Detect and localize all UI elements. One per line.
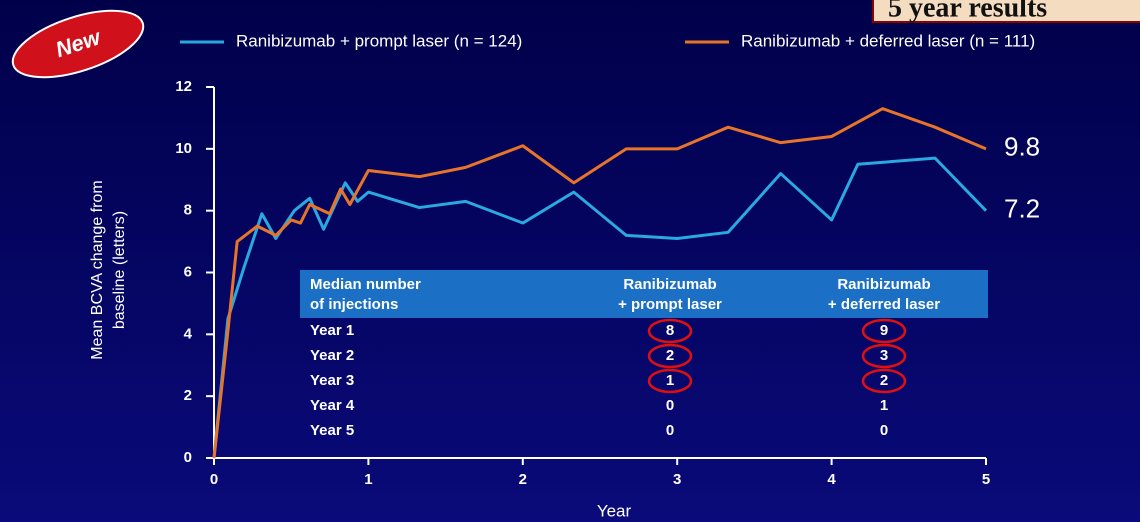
highlight-circle <box>861 368 907 394</box>
table-cell: 0 <box>666 422 674 439</box>
title-box <box>872 0 1140 23</box>
x-tick-label: 0 <box>210 471 218 488</box>
table-cell: 0 <box>880 422 888 439</box>
table-header <box>300 270 988 318</box>
table-header-cell: Ranibizumab <box>623 276 716 293</box>
table-cell: 0 <box>666 397 674 414</box>
table-cell: 2 <box>666 347 674 364</box>
table-cell: Year 5 <box>310 422 354 439</box>
chart-title: 5 year results <box>888 0 1047 23</box>
table-cell: Year 4 <box>310 397 355 414</box>
highlight-circle <box>647 343 693 369</box>
y-axis-label: Mean BCVA change from <box>89 180 106 359</box>
end-label: 7.2 <box>1004 194 1040 224</box>
badge-shape <box>11 9 145 79</box>
table-cell: Year 1 <box>310 322 354 339</box>
table-header-cell: Median number <box>310 276 421 293</box>
y-tick-label: 10 <box>175 140 192 157</box>
legend-label: Ranibizumab + deferred laser (n = 111) <box>741 31 1035 50</box>
end-label: 9.8 <box>1004 132 1040 162</box>
legend-label: Ranibizumab + prompt laser (n = 124) <box>236 31 522 50</box>
series-line <box>212 156 988 459</box>
table-cell: Year 3 <box>310 372 354 389</box>
y-axis-label: baseline (letters) <box>111 211 128 329</box>
table-cell: Year 2 <box>310 347 354 364</box>
table-header-cell: Ranibizumab <box>837 276 930 293</box>
table-header-cell: of injections <box>310 296 398 313</box>
table-header-cell: + prompt laser <box>618 296 722 313</box>
badge: New <box>11 9 145 79</box>
y-tick-label: 6 <box>184 263 192 280</box>
x-tick-label: 1 <box>364 471 372 488</box>
y-tick-label: 0 <box>184 449 192 466</box>
y-tick-label: 4 <box>184 325 193 342</box>
table-cell: 9 <box>880 322 888 339</box>
highlight-circle <box>861 318 907 344</box>
x-axis-label: Year <box>597 501 632 520</box>
highlight-circle <box>647 368 693 394</box>
x-tick-label: 4 <box>827 471 836 488</box>
highlight-circle <box>647 318 693 344</box>
y-tick-label: 12 <box>175 78 192 95</box>
x-tick-label: 5 <box>982 471 990 488</box>
table-cell: 1 <box>880 397 888 414</box>
y-tick-label: 8 <box>184 202 192 219</box>
table-cell: 1 <box>666 372 674 389</box>
table-cell: 8 <box>666 322 674 339</box>
x-tick-label: 3 <box>673 471 681 488</box>
table-cell: 3 <box>880 347 888 364</box>
series-line <box>212 107 987 459</box>
table-cell: 2 <box>880 372 888 389</box>
y-tick-label: 2 <box>184 387 192 404</box>
highlight-circle <box>861 343 907 369</box>
table-header-cell: + deferred laser <box>828 296 940 313</box>
x-tick-label: 2 <box>519 471 527 488</box>
